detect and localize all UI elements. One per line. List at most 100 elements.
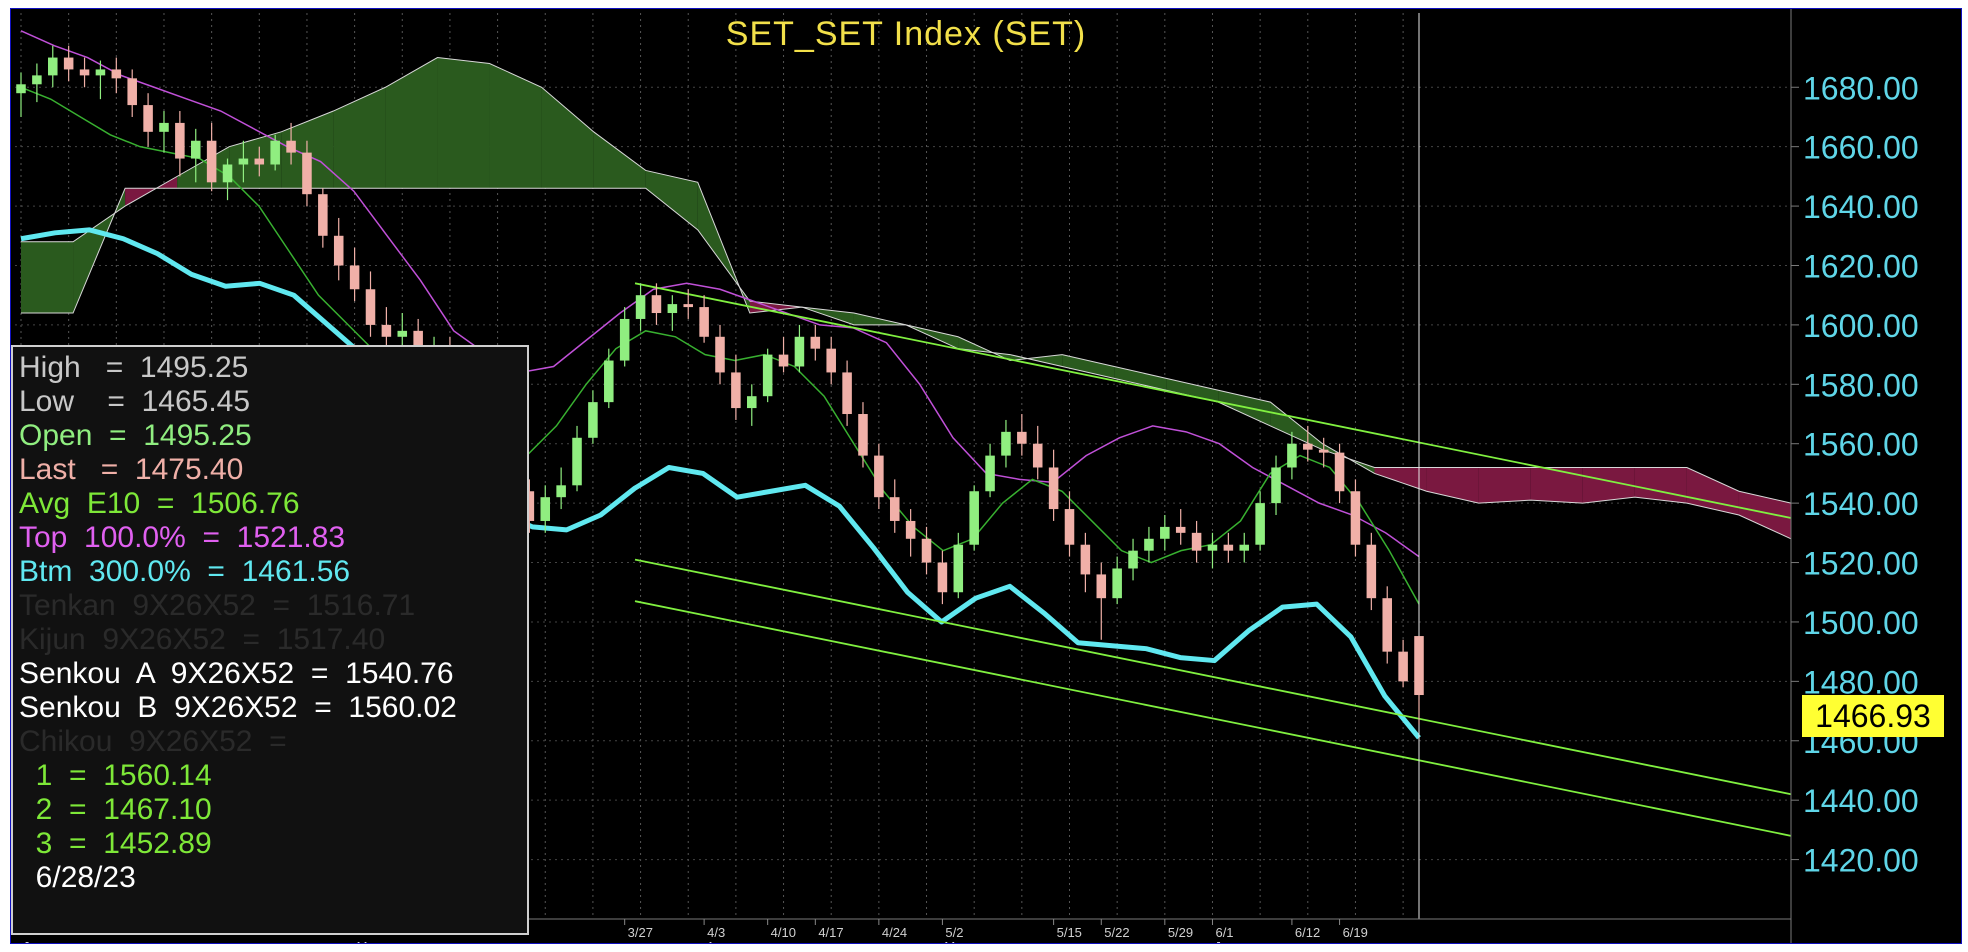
candle-body [588,402,598,438]
candle-body [1398,651,1408,682]
candle-body [699,307,709,337]
candle [953,532,964,599]
candle-body [79,69,90,76]
candle [604,348,614,409]
kumo-segment [1166,378,1219,403]
candle [572,425,582,492]
candle [333,217,344,281]
candle [63,45,74,82]
candle-body [1207,544,1218,551]
ichimoku-chart: 1420.001440.001460.001480.001500.001520.… [15,9,1919,944]
candle [794,324,805,373]
candle [1160,515,1170,551]
date-tick-label: 4/17 [818,925,843,940]
candle [635,283,646,331]
date-tick-label: 3/27 [628,925,653,940]
candle-body [762,354,773,397]
candle-body [111,69,122,79]
candle [1048,449,1059,521]
candle-body [1318,449,1329,453]
candle [206,122,217,192]
candle-body [1223,544,1234,551]
candle [937,550,948,605]
readout-tenkan: Tenkan 9X26X52 = 1516.71 [19,589,416,622]
candle [1112,556,1122,605]
candle [921,526,932,575]
candle [127,69,137,117]
candle [905,509,916,557]
candle [349,247,360,302]
candle-body [635,295,646,319]
candle [556,467,566,510]
readout-line3: 3 = 1452.89 [35,827,212,860]
candle-body [95,69,106,76]
readout-chikou: Chikou 9X26X52 = [19,725,287,758]
candle-body [1350,491,1361,545]
candle-body [238,158,249,165]
candle [1271,455,1281,516]
candle [826,336,836,385]
candle-body [381,324,392,337]
bottom-band-line [20,227,1421,740]
y-tick-label: 1640.00 [1803,189,1919,225]
candle [48,45,58,88]
candle-body [921,538,932,563]
y-tick-label: 1600.00 [1803,308,1919,344]
readout-kijun: Kijun 9X26X52 = 1517.40 [19,623,386,656]
candle-body [365,289,376,325]
kumo-segment [1582,467,1635,504]
y-tick-label: 1660.00 [1803,130,1919,166]
candle [1064,491,1075,557]
candle-body [1017,431,1027,444]
candle-body [794,336,805,367]
kumo-segment [1478,467,1531,504]
candle [1239,532,1250,563]
candle-body [731,372,741,409]
readout-line2: 2 = 1467.10 [35,793,212,826]
candle [715,324,725,385]
last-price-tag: 1466.93 [1802,695,1944,737]
candle [778,336,789,373]
candle-body [286,140,296,153]
candle-body [32,75,42,85]
candle [143,93,153,147]
candle-body [1160,526,1170,539]
y-tick-label: 1420.00 [1803,843,1919,879]
candle [1255,491,1265,551]
candle [32,63,42,103]
candle-body [1048,467,1059,510]
candle-body [1096,574,1107,599]
candle-body [651,295,662,314]
y-tick-label: 1520.00 [1803,546,1919,582]
candle [1175,509,1186,545]
candle [79,57,90,88]
y-tick-label: 1620.00 [1803,248,1919,284]
readout-last: Last = 1475.40 [19,453,244,486]
kumo-segment [437,57,490,189]
candle [762,348,773,403]
candles-layer [16,45,1424,725]
kumo-segment [333,87,386,189]
candle [889,479,900,533]
candle-body [683,304,693,308]
month-label: May [944,939,969,944]
candle-body [397,330,408,337]
candle [95,60,106,100]
y-tick-label: 1480.00 [1803,664,1919,700]
candle-body [1414,636,1424,696]
candle [111,57,122,94]
candle [1032,425,1043,480]
candle-body [1382,598,1392,652]
trendline-middle [634,558,1792,796]
candle-body [16,84,26,94]
chart-title: SET_SET Index (SET) [725,15,1087,53]
date-tick-label: 6/19 [1343,925,1368,940]
candle-body [48,57,58,76]
candle-body [1255,503,1265,545]
kumo-segment [1426,467,1479,504]
candle-body [747,396,757,409]
candle [1318,437,1329,468]
readout-btm: Btm 300.0% = 1461.56 [19,555,351,588]
candle [651,283,662,325]
kumo-segment [21,241,74,314]
